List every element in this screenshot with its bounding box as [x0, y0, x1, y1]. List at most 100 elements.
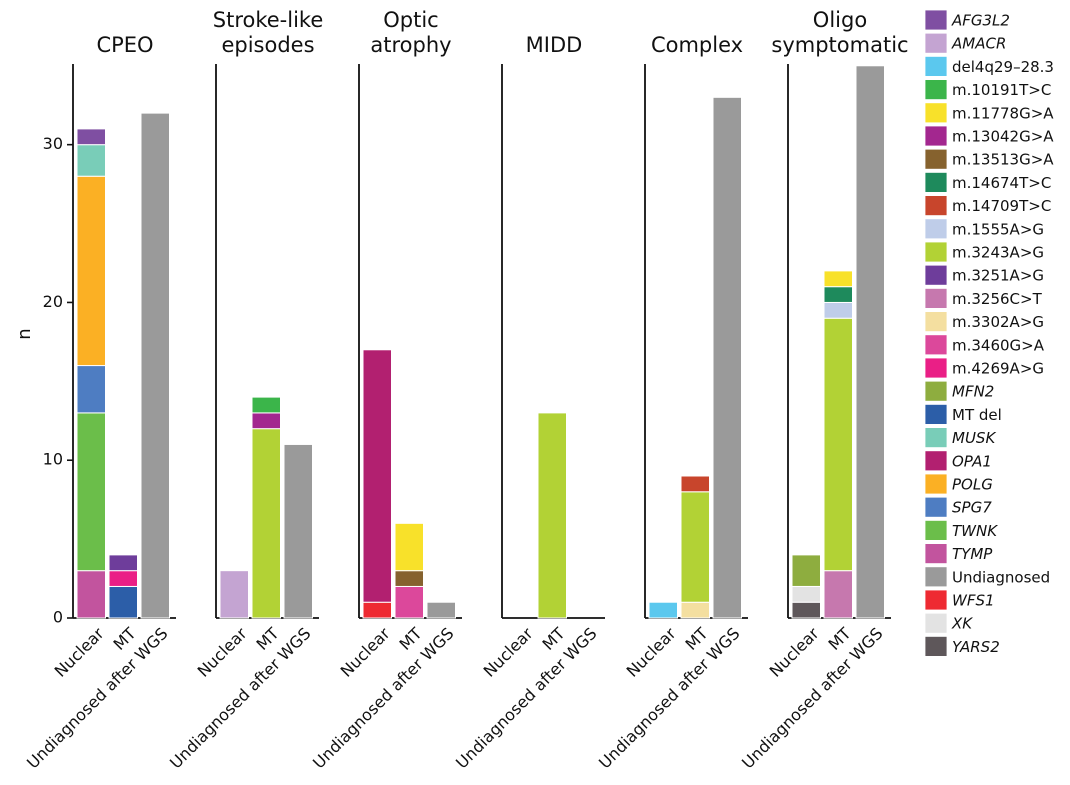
legend-item-m-3256c-t: m.3256C>T: [924, 287, 1043, 309]
y-tick-label: 30: [43, 134, 63, 153]
legend-item-mfn2: MFN2: [924, 380, 994, 402]
legend-label-opa1: OPA1: [952, 452, 992, 470]
legend-swatch-twnk: [924, 520, 948, 541]
legend-swatch-m-10191t-c: [924, 79, 948, 100]
legend-item-wfs1: WFS1: [924, 589, 995, 611]
bar-segment-m-13513g-a: [394, 570, 424, 587]
panel-title: CPEO: [96, 33, 153, 57]
legend-item-musk: MUSK: [924, 427, 996, 449]
legend-label-tymp: TYMP: [952, 545, 993, 563]
legend-swatch-del4q29-28-3: [924, 56, 948, 77]
bar-segment-twnk: [76, 412, 106, 572]
legend-label-m-13042g-a: m.13042G>A: [952, 128, 1054, 146]
legend-item-tymp: TYMP: [924, 543, 993, 564]
legend-label-afg3l2: AFG3L2: [951, 12, 1010, 30]
legend-label-twnk: TWNK: [952, 522, 998, 540]
legend-label-yars2: YARS2: [952, 638, 1000, 656]
legend-item-polg: POLG: [924, 473, 993, 495]
legend-item-afg3l2: AFG3L2: [924, 9, 1010, 31]
bar-segment-m-13042g-a: [251, 412, 281, 430]
legend-item-m-1555a-g: m.1555A>G: [924, 218, 1044, 240]
panel-title: Optic atrophy: [370, 8, 451, 57]
legend-item-m-13042g-a: m.13042G>A: [924, 125, 1054, 147]
bar-segment-tymp: [76, 570, 106, 619]
legend-swatch-m-3251a-g: [924, 264, 948, 286]
bar-segment-m-11778g-a: [394, 522, 424, 572]
panel-title: Complex: [651, 33, 743, 57]
legend-item-m-3243a-g: m.3243A>G: [924, 241, 1044, 263]
panel-title-line: episodes: [221, 33, 314, 57]
bar-segment-amacr: [219, 570, 249, 619]
bar-segment-m-3243a-g: [823, 317, 853, 572]
legend-label-m-10191t-c: m.10191T>C: [952, 81, 1051, 99]
bar-segment-m-14709t-c: [680, 475, 710, 493]
legend-label-m-14674t-c: m.14674T>C: [952, 174, 1051, 192]
legend-label-spg7: SPG7: [952, 499, 992, 517]
legend-label-del4q29-28-3: del4q29–28.3: [952, 58, 1054, 76]
legend-swatch-m-4269a-g: [924, 357, 948, 379]
legend-item-mt-del: MT del: [924, 403, 1002, 425]
bar-segment-del4q29-28-3: [648, 601, 678, 619]
legend-item-amacr: AMACR: [924, 32, 1006, 54]
legend-item-undiagnosed: Undiagnosed: [924, 566, 1050, 588]
legend-swatch-m-3256c-t: [924, 287, 948, 309]
y-tick-label: 10: [43, 450, 63, 469]
bar-segment-m-3243a-g: [537, 412, 567, 619]
legend-label-m-3251a-g: m.3251A>G: [952, 267, 1044, 285]
y-axis-title: n: [14, 328, 35, 339]
legend-swatch-m-1555a-g: [924, 218, 948, 240]
legend-swatch-m-11778g-a: [924, 102, 948, 124]
legend-label-xk: XK: [951, 615, 973, 633]
legend-label-m-3243a-g: m.3243A>G: [952, 244, 1044, 262]
legend-label-m-3302a-g: m.3302A>G: [952, 313, 1044, 331]
panel-title-line: Complex: [651, 33, 743, 57]
legend-item-xk: XK: [924, 612, 973, 634]
x-category-label: Nuclear: [337, 624, 394, 681]
x-category-label: Nuclear: [766, 624, 823, 681]
bar-segment-m-3460g-a: [394, 585, 424, 619]
legend-label-m-13513g-a: m.13513G>A: [952, 151, 1054, 169]
legend-label-m-14709t-c: m.14709T>C: [952, 197, 1051, 215]
bar-segment-m-3251a-g: [108, 554, 138, 572]
bar-segment-musk: [76, 144, 106, 177]
bar-segment-m-3243a-g: [251, 428, 281, 619]
panel-title: MIDD: [526, 33, 583, 57]
legend-item-twnk: TWNK: [924, 520, 998, 541]
bar-segment-mt-del: [108, 585, 138, 619]
legend-label-m-1555a-g: m.1555A>G: [952, 220, 1044, 238]
legend-swatch-opa1: [924, 450, 948, 472]
y-tick-label: 20: [43, 292, 63, 311]
legend-item-m-4269a-g: m.4269A>G: [924, 357, 1044, 379]
bar-segment-xk: [791, 585, 821, 603]
x-category-label: Nuclear: [480, 624, 537, 681]
bar-segment-m-3256c-t: [823, 570, 853, 619]
legend-label-m-11778g-a: m.11778G>A: [952, 104, 1054, 122]
y-tick-label: 0: [53, 608, 63, 627]
legend-swatch-m-13513g-a: [924, 148, 948, 170]
legend-item-m-3251a-g: m.3251A>G: [924, 264, 1044, 286]
legend-swatch-musk: [924, 427, 948, 449]
legend-swatch-amacr: [924, 32, 948, 54]
legend-label-wfs1: WFS1: [952, 592, 995, 610]
legend-label-mfn2: MFN2: [952, 383, 994, 401]
legend-label-m-4269a-g: m.4269A>G: [952, 360, 1044, 378]
legend-swatch-afg3l2: [924, 9, 948, 31]
bar-segment-spg7: [76, 365, 106, 414]
panel-title-line: Stroke-like: [213, 8, 324, 32]
legend-item-del4q29-28-3: del4q29–28.3: [924, 56, 1054, 77]
bar-segment-undiagnosed: [855, 65, 885, 619]
legend-label-amacr: AMACR: [951, 35, 1006, 53]
bar-segment-m-3302a-g: [680, 601, 710, 619]
y-axis: 0 10 20 30 n: [14, 134, 73, 627]
bar-segment-m-4269a-g: [108, 570, 138, 587]
legend-swatch-spg7: [924, 496, 948, 518]
legend-swatch-polg: [924, 473, 948, 495]
legend-label-polg: POLG: [952, 476, 993, 494]
legend-swatch-m-14674t-c: [924, 171, 948, 193]
bar-segment-m-11778g-a: [823, 270, 853, 288]
legend-swatch-mt-del: [924, 403, 948, 425]
